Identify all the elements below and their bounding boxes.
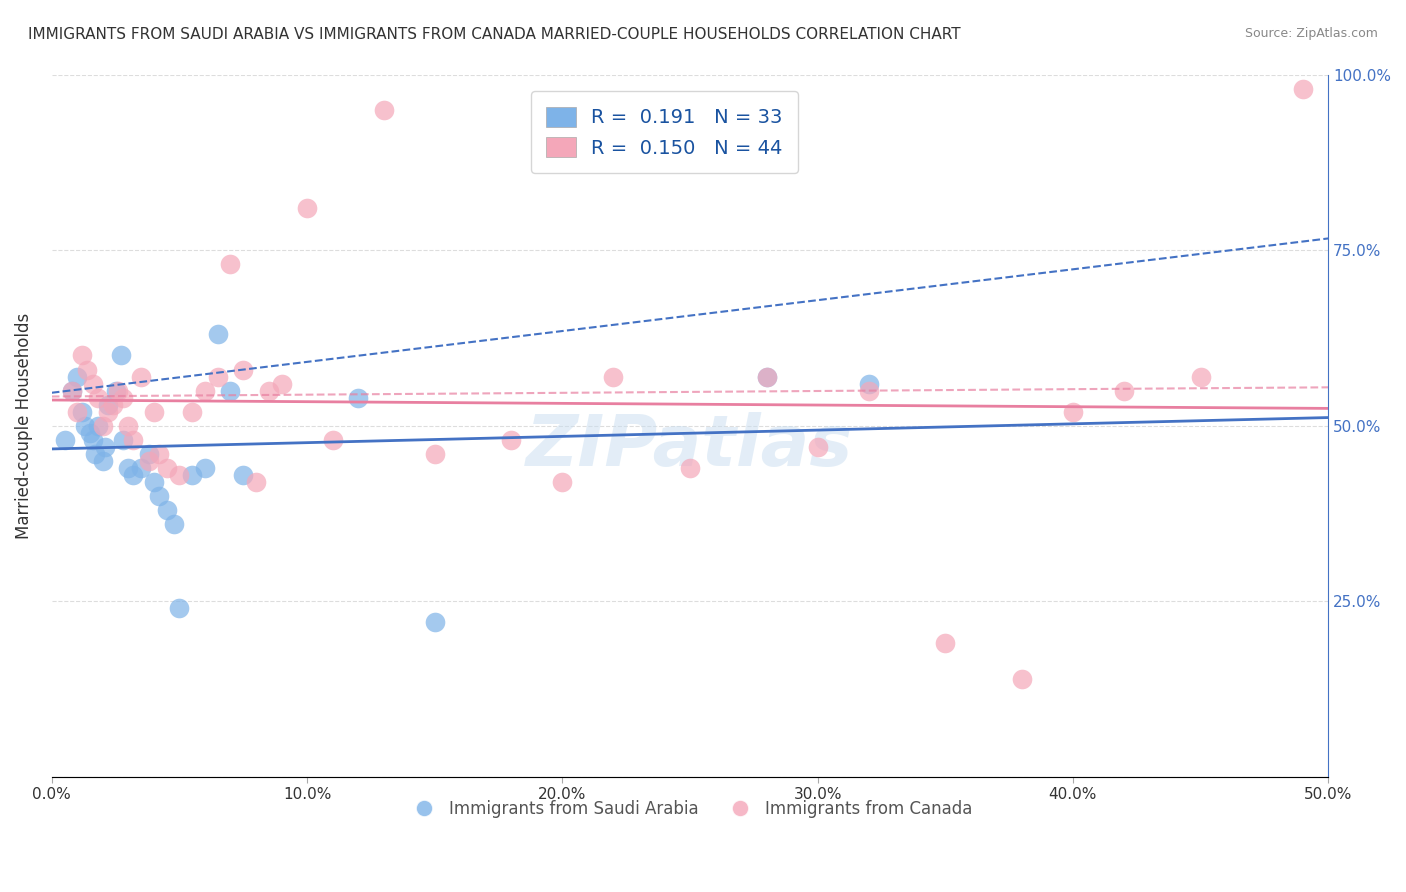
Y-axis label: Married-couple Households: Married-couple Households bbox=[15, 312, 32, 539]
Point bbox=[423, 615, 446, 630]
Point bbox=[138, 454, 160, 468]
Point bbox=[181, 467, 204, 482]
Point bbox=[219, 384, 242, 398]
Point bbox=[194, 384, 217, 398]
Point bbox=[1011, 672, 1033, 686]
Point bbox=[219, 257, 242, 271]
Point bbox=[110, 348, 132, 362]
Point bbox=[72, 404, 94, 418]
Text: ZIPatlas: ZIPatlas bbox=[526, 412, 853, 482]
Point bbox=[347, 391, 370, 405]
Point bbox=[94, 440, 117, 454]
Point bbox=[169, 601, 191, 615]
Point bbox=[169, 467, 191, 482]
Point bbox=[66, 404, 89, 418]
Point bbox=[91, 454, 114, 468]
Point bbox=[1291, 81, 1313, 95]
Point bbox=[91, 418, 114, 433]
Text: IMMIGRANTS FROM SAUDI ARABIA VS IMMIGRANTS FROM CANADA MARRIED-COUPLE HOUSEHOLDS: IMMIGRANTS FROM SAUDI ARABIA VS IMMIGRAN… bbox=[28, 27, 960, 42]
Point bbox=[156, 460, 179, 475]
Point bbox=[142, 404, 165, 418]
Point bbox=[501, 433, 523, 447]
Point bbox=[129, 460, 152, 475]
Point bbox=[858, 376, 880, 391]
Point bbox=[76, 362, 98, 376]
Point bbox=[207, 327, 229, 342]
Point bbox=[53, 433, 76, 447]
Point bbox=[207, 369, 229, 384]
Point bbox=[373, 103, 395, 117]
Point bbox=[679, 460, 702, 475]
Point bbox=[934, 636, 956, 650]
Point bbox=[82, 376, 104, 391]
Point bbox=[86, 418, 108, 433]
Point bbox=[138, 447, 160, 461]
Point bbox=[156, 503, 179, 517]
Point bbox=[295, 201, 318, 215]
Point bbox=[73, 418, 96, 433]
Point bbox=[1062, 404, 1084, 418]
Point bbox=[148, 489, 170, 503]
Point bbox=[117, 418, 139, 433]
Point bbox=[117, 460, 139, 475]
Point bbox=[82, 433, 104, 447]
Legend: Immigrants from Saudi Arabia, Immigrants from Canada: Immigrants from Saudi Arabia, Immigrants… bbox=[401, 793, 979, 825]
Point bbox=[97, 404, 120, 418]
Point bbox=[142, 475, 165, 489]
Point bbox=[551, 475, 574, 489]
Point bbox=[858, 384, 880, 398]
Point bbox=[257, 384, 280, 398]
Point bbox=[232, 362, 254, 376]
Point bbox=[194, 460, 217, 475]
Point bbox=[84, 447, 107, 461]
Point bbox=[101, 398, 124, 412]
Point bbox=[1189, 369, 1212, 384]
Point bbox=[107, 384, 129, 398]
Point bbox=[423, 447, 446, 461]
Point bbox=[755, 369, 778, 384]
Point bbox=[60, 384, 83, 398]
Point bbox=[72, 348, 94, 362]
Point bbox=[66, 369, 89, 384]
Point bbox=[97, 398, 120, 412]
Point bbox=[112, 433, 135, 447]
Point bbox=[163, 516, 186, 531]
Point bbox=[112, 391, 135, 405]
Text: Source: ZipAtlas.com: Source: ZipAtlas.com bbox=[1244, 27, 1378, 40]
Point bbox=[806, 440, 828, 454]
Point bbox=[232, 467, 254, 482]
Point bbox=[602, 369, 624, 384]
Point bbox=[245, 475, 267, 489]
Point bbox=[755, 369, 778, 384]
Point bbox=[86, 391, 108, 405]
Point bbox=[1112, 384, 1135, 398]
Point bbox=[60, 384, 83, 398]
Point bbox=[122, 433, 145, 447]
Point bbox=[270, 376, 292, 391]
Point bbox=[129, 369, 152, 384]
Point bbox=[79, 425, 101, 440]
Point bbox=[181, 404, 204, 418]
Point bbox=[322, 433, 344, 447]
Point bbox=[122, 467, 145, 482]
Point bbox=[104, 384, 127, 398]
Point bbox=[148, 447, 170, 461]
